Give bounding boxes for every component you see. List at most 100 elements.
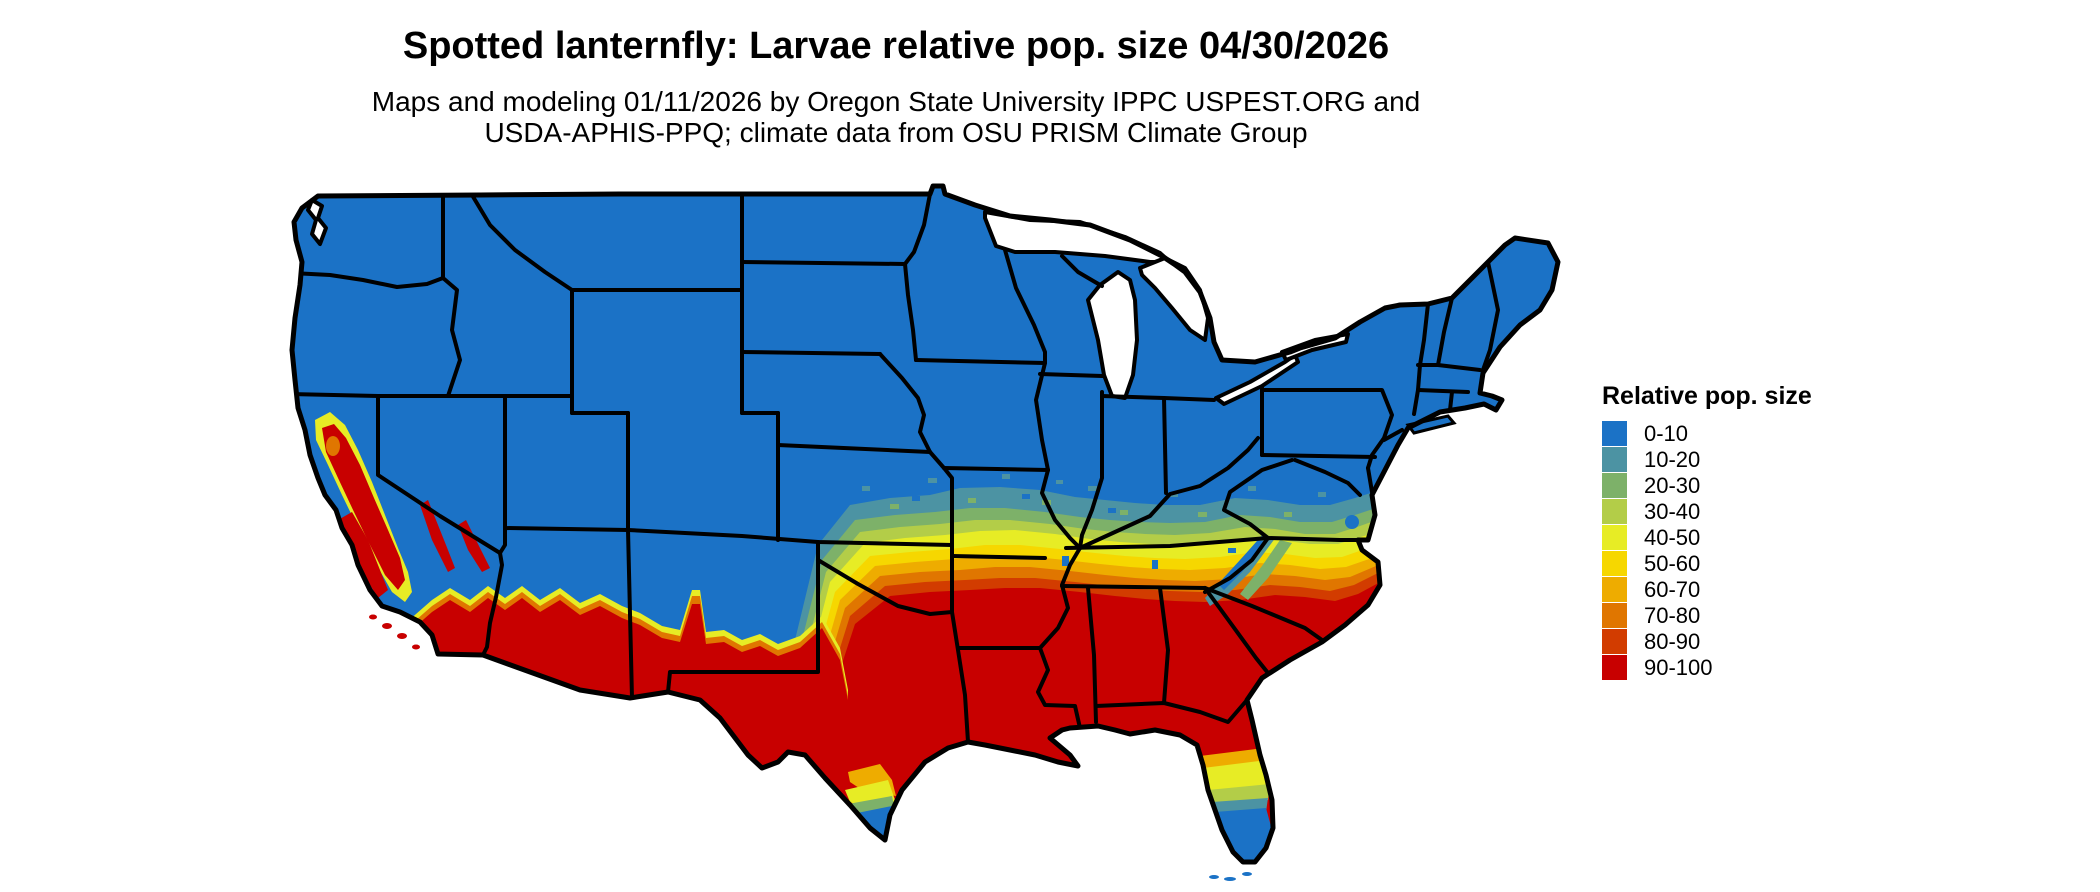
page-title: Spotted lanternfly: Larvae relative pop.… bbox=[402, 25, 1390, 67]
border-mi-in-oh bbox=[1100, 394, 1216, 402]
legend-label: 40-50 bbox=[1644, 524, 1701, 550]
border-sd-ne-43n bbox=[740, 350, 882, 356]
border-wa-id-or-id bbox=[441, 193, 462, 398]
border-wa-or bbox=[292, 271, 445, 289]
legend-row: 70-80 bbox=[1602, 603, 1812, 628]
border-ma-south bbox=[1416, 388, 1470, 394]
band-90-100 bbox=[770, 558, 1558, 862]
legend-row: 90-100 bbox=[1602, 655, 1812, 680]
border-nh-me bbox=[1481, 260, 1500, 372]
border-ms-al bbox=[1086, 586, 1098, 724]
legend-row: 40-50 bbox=[1602, 525, 1812, 550]
border-nm-tx bbox=[666, 540, 820, 694]
state-borders bbox=[292, 192, 1500, 744]
border-in-oh bbox=[1162, 396, 1168, 495]
legend-swatch bbox=[1602, 603, 1627, 628]
subtitle-line-1: Maps and modeling 01/11/2026 by Oregon S… bbox=[371, 85, 1421, 117]
legend-swatch bbox=[1602, 499, 1627, 524]
border-ga-sc bbox=[1203, 586, 1274, 680]
legend-row: 20-30 bbox=[1602, 473, 1812, 498]
border-il-in bbox=[1078, 390, 1104, 550]
border-wi-il bbox=[1038, 372, 1104, 378]
border-de-md bbox=[1366, 466, 1374, 494]
legend-label: 0-10 bbox=[1644, 420, 1689, 446]
legend-row: 50-60 bbox=[1602, 551, 1812, 576]
border-mn-ia bbox=[914, 358, 1047, 365]
border-ohio-river bbox=[1078, 436, 1260, 550]
border-ny-nj bbox=[1382, 428, 1404, 442]
border-ri-ct bbox=[1448, 390, 1454, 412]
central-valley-orange-spot bbox=[326, 436, 340, 456]
border-vt-nh bbox=[1436, 296, 1454, 367]
border-37n bbox=[503, 526, 954, 547]
legend-row: 0-10 bbox=[1602, 421, 1812, 446]
border-ia-mo bbox=[942, 466, 1050, 472]
border-ct-ny bbox=[1412, 388, 1420, 416]
border-red-river bbox=[816, 558, 954, 616]
legend-items: 0-10 10-20 20-30 30-40 40-50 50-60 60-70 bbox=[1602, 421, 1812, 680]
border-wi-mi bbox=[1060, 254, 1104, 288]
border-pa-md bbox=[1260, 453, 1377, 459]
border-ny-vt bbox=[1416, 302, 1430, 392]
lake-erie bbox=[1214, 353, 1300, 406]
conus-outline bbox=[289, 183, 1561, 865]
long-island bbox=[1405, 414, 1457, 435]
legend-label: 70-80 bbox=[1644, 602, 1701, 628]
border-35n bbox=[1060, 584, 1207, 590]
transition-speckles-blue bbox=[912, 494, 1236, 569]
legend: Relative pop. size 0-10 10-20 20-30 30-4… bbox=[1602, 382, 1812, 681]
appalachian-green-fringe bbox=[1240, 540, 1292, 600]
legend-swatch bbox=[1602, 421, 1627, 446]
page-subtitle: Maps and modeling 01/11/2026 by Oregon S… bbox=[0, 86, 1792, 148]
border-42n bbox=[292, 392, 574, 398]
border-mo-ar bbox=[950, 554, 1047, 560]
legend-title: Relative pop. size bbox=[1602, 382, 1812, 410]
legend-row: 30-40 bbox=[1602, 499, 1812, 524]
border-il-mo-miss bbox=[1040, 468, 1082, 550]
border-al-ga bbox=[1158, 586, 1170, 705]
border-mn-west bbox=[903, 192, 932, 362]
florida-keys bbox=[1209, 872, 1252, 881]
border-id-mt bbox=[470, 193, 574, 292]
border-potomac bbox=[1293, 458, 1362, 497]
legend-label: 30-40 bbox=[1644, 498, 1701, 524]
central-valley-red bbox=[322, 424, 405, 590]
legend-label: 60-70 bbox=[1644, 576, 1701, 602]
border-ne-ks-40n bbox=[776, 443, 932, 454]
border-az-nm bbox=[626, 528, 634, 700]
legend-label: 50-60 bbox=[1644, 550, 1701, 576]
border-fl-north bbox=[1094, 698, 1249, 724]
border-wv-va-ky bbox=[1222, 458, 1294, 540]
legend-swatch bbox=[1602, 577, 1627, 602]
border-nd-sd bbox=[740, 260, 907, 266]
california-coast-red bbox=[338, 512, 388, 598]
border-wi-mn-ia-miss bbox=[1003, 248, 1050, 472]
border-ca-nv bbox=[376, 394, 502, 555]
legend-label: 10-20 bbox=[1644, 446, 1701, 472]
puget-sound bbox=[306, 198, 328, 246]
border-ca-az-river bbox=[481, 551, 504, 657]
lake-michigan bbox=[1086, 270, 1139, 400]
legend-swatch bbox=[1602, 447, 1627, 472]
legend-row: 60-70 bbox=[1602, 577, 1812, 602]
florida-south-blue bbox=[1215, 808, 1272, 862]
header: Spotted lanternfly: Larvae relative pop.… bbox=[0, 0, 1792, 148]
legend-swatch bbox=[1602, 473, 1627, 498]
legend-label: 80-90 bbox=[1644, 628, 1701, 654]
legend-swatch bbox=[1602, 551, 1627, 576]
legend-row: 80-90 bbox=[1602, 629, 1812, 654]
legend-swatch bbox=[1602, 655, 1627, 680]
legend-label: 20-30 bbox=[1644, 472, 1701, 498]
legend-swatch bbox=[1602, 525, 1627, 550]
border-tn-nc bbox=[1203, 536, 1270, 594]
owens-valley-red bbox=[420, 500, 455, 572]
legend-label: 90-100 bbox=[1644, 654, 1713, 680]
dismal-swamp-blue-patch bbox=[1345, 515, 1359, 529]
border-missouri-river bbox=[878, 352, 954, 547]
legend-row: 10-20 bbox=[1602, 447, 1812, 472]
border-tx-la-ar bbox=[950, 610, 970, 744]
border-nv-ut-az bbox=[498, 394, 507, 555]
